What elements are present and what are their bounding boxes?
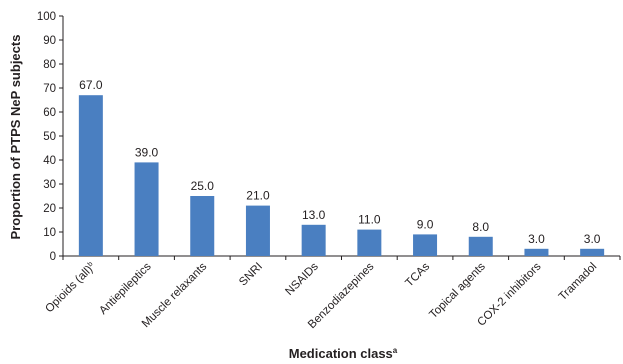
category-label: Antiepileptics xyxy=(97,260,154,317)
bar xyxy=(301,224,326,256)
y-tick-label: 10 xyxy=(43,227,56,239)
category-label: SNRI xyxy=(237,261,265,289)
category-label-text: Opioids (all) xyxy=(43,263,95,315)
bar xyxy=(245,205,270,256)
value-labels: 67.0 39.0 25.0 21.0 13.0 11.0 9.0 8.0 3.0 3.0 xyxy=(79,78,601,246)
category-label: NSAIDs xyxy=(283,260,321,298)
y-tick-label: 0 xyxy=(50,251,56,263)
category-label: Topical agents xyxy=(427,260,488,321)
y-tick-label: 100 xyxy=(37,11,56,23)
y-axis-title-text: Proportion of PTPS NeP subjects xyxy=(8,35,23,240)
y-axis: 0 10 20 30 40 50 60 70 80 90 100 xyxy=(37,11,64,263)
x-axis-title-superscript: a xyxy=(393,346,398,355)
category-label: Opioids (all)b xyxy=(43,261,98,316)
y-tick-label: 70 xyxy=(43,83,56,95)
y-tick-label: 20 xyxy=(43,203,56,215)
category-label-text: TCAs xyxy=(403,260,432,289)
bars xyxy=(78,95,605,256)
x-axis xyxy=(62,255,621,260)
bar-value-label: 9.0 xyxy=(417,217,434,231)
bar-value-label: 67.0 xyxy=(79,78,103,92)
bar xyxy=(357,229,382,256)
y-tick-label: 80 xyxy=(43,59,56,71)
category-label-text: NSAIDs xyxy=(283,260,321,298)
y-tick-label: 60 xyxy=(43,107,56,119)
x-axis-title: Medication classa xyxy=(289,346,398,361)
bar-value-label: 13.0 xyxy=(302,208,326,222)
category-label-superscript: b xyxy=(87,261,95,269)
y-tick-label: 90 xyxy=(43,35,56,47)
bar-value-label: 25.0 xyxy=(191,179,215,193)
category-label-text: Tramadol xyxy=(557,261,600,304)
category-label: TCAs xyxy=(403,260,432,289)
y-tick-label: 50 xyxy=(43,131,56,143)
bar-value-label: 21.0 xyxy=(246,189,270,203)
bar xyxy=(413,234,438,256)
bar-value-label: 11.0 xyxy=(358,213,381,227)
bar xyxy=(78,95,103,256)
bar xyxy=(134,162,159,256)
bar xyxy=(580,248,605,256)
bar xyxy=(524,248,549,256)
bar-value-label: 39.0 xyxy=(135,145,159,159)
bar xyxy=(468,236,493,256)
bar-value-label: 3.0 xyxy=(528,232,545,246)
category-label-text: Antiepileptics xyxy=(97,260,154,317)
y-axis-title: Proportion of PTPS NeP subjects xyxy=(8,35,23,240)
y-tick-label: 30 xyxy=(43,179,56,191)
x-axis-title-text: Medication class xyxy=(289,346,393,361)
bar xyxy=(190,196,215,256)
y-tick-label: 40 xyxy=(43,155,56,167)
category-label-text: Topical agents xyxy=(427,260,488,321)
category-label: Tramadol xyxy=(557,261,600,304)
category-label-text: SNRI xyxy=(237,261,265,289)
bar-value-label: 8.0 xyxy=(472,220,489,234)
bar-value-label: 3.0 xyxy=(584,232,601,246)
